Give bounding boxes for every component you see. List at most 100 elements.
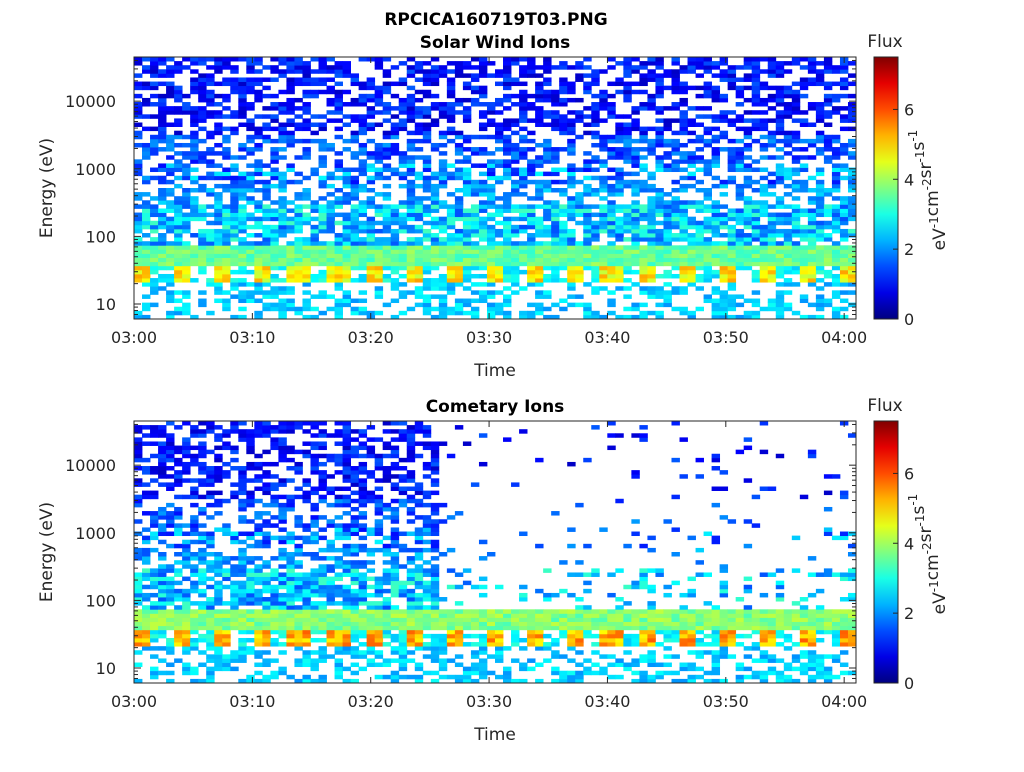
heatmap-cell (246, 450, 254, 454)
heatmap-cell (190, 69, 198, 73)
heatmap-cell (335, 200, 343, 204)
heatmap-cell (238, 176, 246, 180)
heatmap-cell (359, 274, 367, 278)
heatmap-cell (511, 184, 519, 188)
heatmap-cell (286, 245, 294, 249)
heatmap-cell (503, 77, 511, 81)
heatmap-cell (294, 462, 302, 466)
heatmap-cell (375, 286, 383, 290)
heatmap-cell (583, 303, 591, 307)
heatmap-cell (599, 139, 607, 143)
heatmap-cell (270, 184, 278, 188)
heatmap-cell (198, 536, 206, 540)
heatmap-cell (760, 98, 768, 102)
heatmap-cell (503, 192, 511, 196)
heatmap-cell (230, 155, 238, 159)
heatmap-cell (407, 86, 415, 90)
heatmap-cell (278, 204, 286, 208)
heatmap-cell (198, 441, 206, 445)
heatmap-cell (840, 245, 848, 249)
heatmap-cell (286, 605, 294, 609)
heatmap-cell (134, 110, 142, 114)
heatmap-cell (647, 258, 655, 262)
heatmap-cell (824, 233, 832, 237)
heatmap-cell (254, 82, 262, 86)
heatmap-cell (270, 589, 278, 593)
heatmap-cell (720, 225, 728, 229)
heatmap-cell (575, 208, 583, 212)
heatmap-cell (246, 176, 254, 180)
heatmap-cell (206, 249, 214, 253)
colorbar-tick-label: 0 (904, 310, 914, 329)
heatmap-cell (351, 429, 359, 433)
heatmap-cell (680, 311, 688, 315)
heatmap-cell (439, 249, 447, 253)
heatmap-cell (720, 69, 728, 73)
heatmap-cell (423, 123, 431, 127)
heatmap-cell (383, 634, 391, 638)
heatmap-cell (407, 94, 415, 98)
heatmap-cell (335, 286, 343, 290)
heatmap-cell (319, 57, 327, 61)
heatmap-cell (327, 65, 335, 69)
heatmap-cell (792, 139, 800, 143)
heatmap-cell (254, 208, 262, 212)
heatmap-cell (439, 110, 447, 114)
heatmap-cell (351, 544, 359, 548)
heatmap-cell (214, 200, 222, 204)
heatmap-cell (286, 601, 294, 605)
heatmap-cell (375, 642, 383, 646)
heatmap-cell (206, 65, 214, 69)
heatmap-cell (270, 605, 278, 609)
heatmap-cell (816, 213, 824, 217)
heatmap-cell (495, 147, 503, 151)
heatmap-cell (383, 176, 391, 180)
heatmap-cell (359, 527, 367, 531)
heatmap-cell (206, 466, 214, 470)
heatmap-cell (816, 172, 824, 176)
heatmap-cell (567, 180, 575, 184)
heatmap-cell (599, 221, 607, 225)
heatmap-cell (367, 499, 375, 503)
heatmap-cell (455, 159, 463, 163)
heatmap-cell (150, 581, 158, 585)
heatmap-cell (720, 184, 728, 188)
heatmap-cell (671, 118, 679, 122)
heatmap-cell (663, 225, 671, 229)
heatmap-cell (511, 131, 519, 135)
heatmap-cell (671, 82, 679, 86)
heatmap-cell (696, 221, 704, 225)
heatmap-cell (776, 213, 784, 217)
heatmap-cell (423, 262, 431, 266)
heatmap-cell (447, 217, 455, 221)
heatmap-cell (607, 200, 615, 204)
heatmap-cell (383, 168, 391, 172)
heatmap-cell (142, 433, 150, 437)
heatmap-cell (150, 286, 158, 290)
heatmap-cell (359, 478, 367, 482)
heatmap-cell (623, 258, 631, 262)
heatmap-cell (134, 458, 142, 462)
heatmap-cell (375, 262, 383, 266)
heatmap-cell (776, 200, 784, 204)
heatmap-cell (254, 597, 262, 601)
heatmap-cell (150, 102, 158, 106)
heatmap-cell (375, 155, 383, 159)
heatmap-cell (543, 188, 551, 192)
heatmap-cell (198, 57, 206, 61)
heatmap-cell (190, 57, 198, 61)
heatmap-cell (270, 495, 278, 499)
heatmap-cell (150, 441, 158, 445)
heatmap-cell (463, 188, 471, 192)
heatmap-cell (158, 609, 166, 613)
heatmap-cell (680, 204, 688, 208)
heatmap-cell (655, 237, 663, 241)
heatmap-cell (704, 249, 712, 253)
heatmap-cell (760, 270, 768, 274)
heatmap-cell (351, 82, 359, 86)
heatmap-cell (712, 73, 720, 77)
heatmap-cell (591, 188, 599, 192)
heatmap-cell (704, 245, 712, 249)
heatmap-cell (359, 237, 367, 241)
heatmap-cell (487, 172, 495, 176)
